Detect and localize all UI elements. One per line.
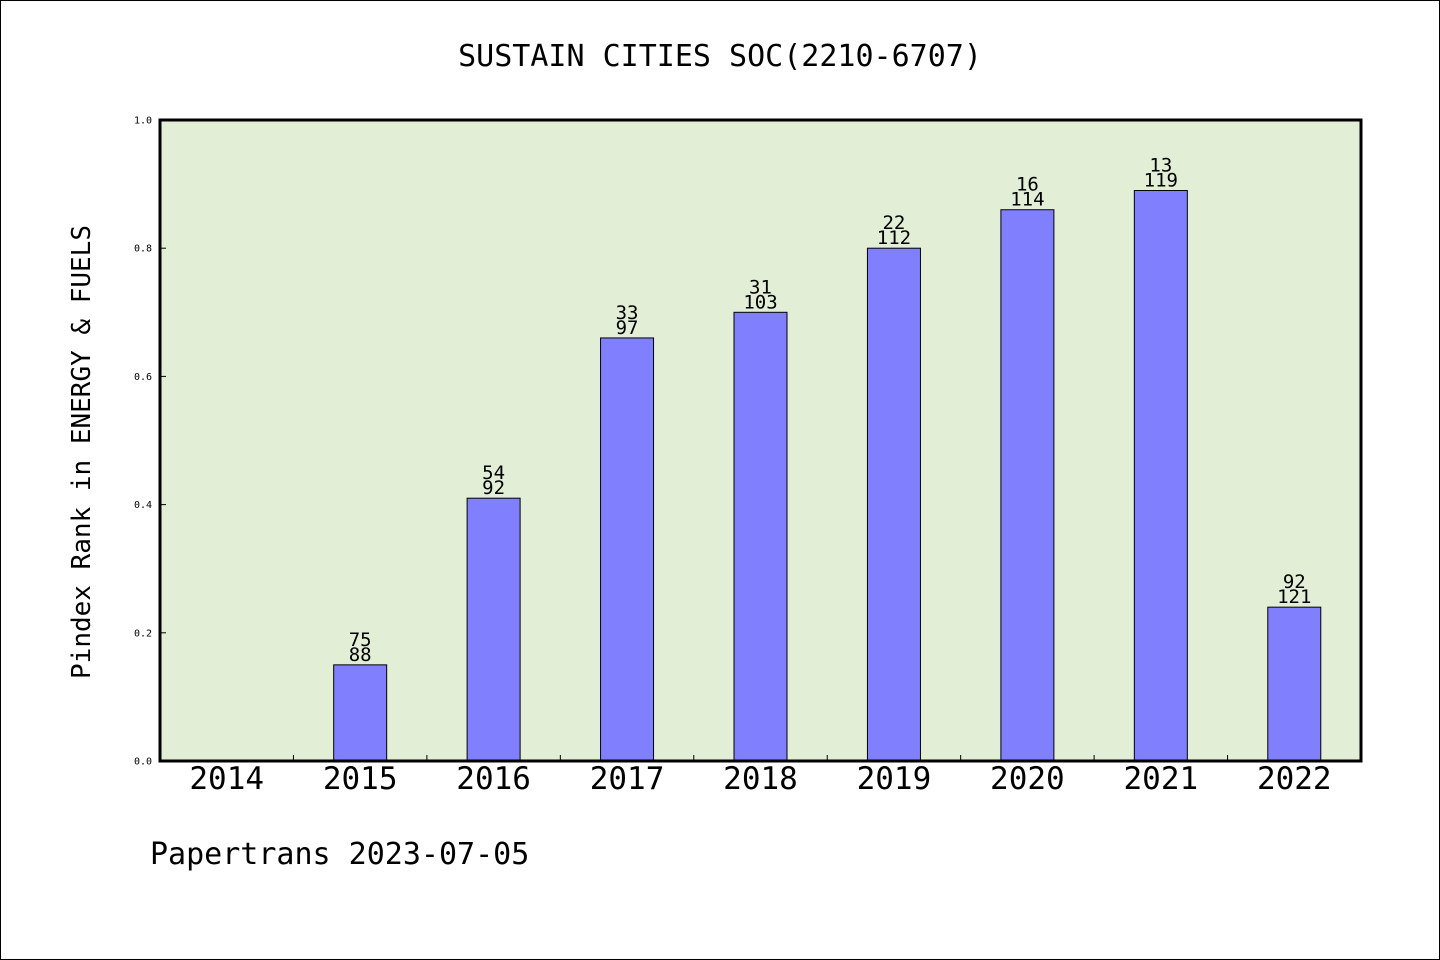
y-tick-label: 0.2 xyxy=(134,628,152,639)
x-tick-label: 2016 xyxy=(456,761,531,797)
data-label-lower: 112 xyxy=(877,227,911,249)
data-label-upper: 22 xyxy=(882,212,905,234)
bar xyxy=(866,247,921,762)
chart-title: SUSTAIN CITIES SOC(2210-6707) xyxy=(458,39,982,74)
data-label-upper: 31 xyxy=(749,276,772,298)
bar xyxy=(600,337,655,762)
data-label-upper: 54 xyxy=(482,462,505,484)
bar-series xyxy=(333,190,1322,762)
data-label-lower: 114 xyxy=(1010,189,1044,211)
bar xyxy=(1267,606,1322,762)
x-axis: 2014 2015 2016 2017 2018 2019 2020 2021 2022 xyxy=(189,755,1332,797)
x-tick-label: 2022 xyxy=(1257,761,1332,797)
data-label-upper: 16 xyxy=(1016,174,1039,196)
data-label-upper: 75 xyxy=(349,629,372,651)
x-tick-label: 2019 xyxy=(857,761,932,797)
x-tick-label: 2017 xyxy=(590,761,665,797)
x-tick-label: 2018 xyxy=(723,761,798,797)
x-tick-label: 2015 xyxy=(323,761,398,797)
data-label-upper: 92 xyxy=(1283,571,1306,593)
footer-credit: Papertrans 2023-07-05 xyxy=(150,837,529,872)
y-axis-label: Pindex Rank in ENERGY & FUELS xyxy=(67,225,97,679)
bar xyxy=(333,664,388,762)
bar xyxy=(1000,209,1055,762)
data-label-lower: 121 xyxy=(1277,586,1311,608)
data-label-lower: 119 xyxy=(1144,170,1178,192)
y-tick-label: 0.0 xyxy=(134,757,152,768)
x-tick-label: 2021 xyxy=(1124,761,1199,797)
y-tick-label: 0.8 xyxy=(134,244,152,255)
data-label-lower: 92 xyxy=(482,477,505,499)
y-tick-label: 0.4 xyxy=(134,500,152,511)
data-label-lower: 97 xyxy=(616,317,639,339)
x-tick-label: 2014 xyxy=(189,761,264,797)
plot-border xyxy=(158,118,1363,763)
bar xyxy=(733,311,788,762)
x-tick-label: 2020 xyxy=(990,761,1065,797)
y-tick-label: 1.0 xyxy=(134,116,152,127)
data-label-lower: 88 xyxy=(349,644,372,666)
bar xyxy=(466,497,521,762)
y-tick-label: 0.6 xyxy=(134,372,152,383)
data-label-upper: 13 xyxy=(1149,155,1172,177)
bar xyxy=(1133,190,1188,762)
data-label-lower: 103 xyxy=(743,291,777,313)
data-label-upper: 33 xyxy=(616,302,639,324)
